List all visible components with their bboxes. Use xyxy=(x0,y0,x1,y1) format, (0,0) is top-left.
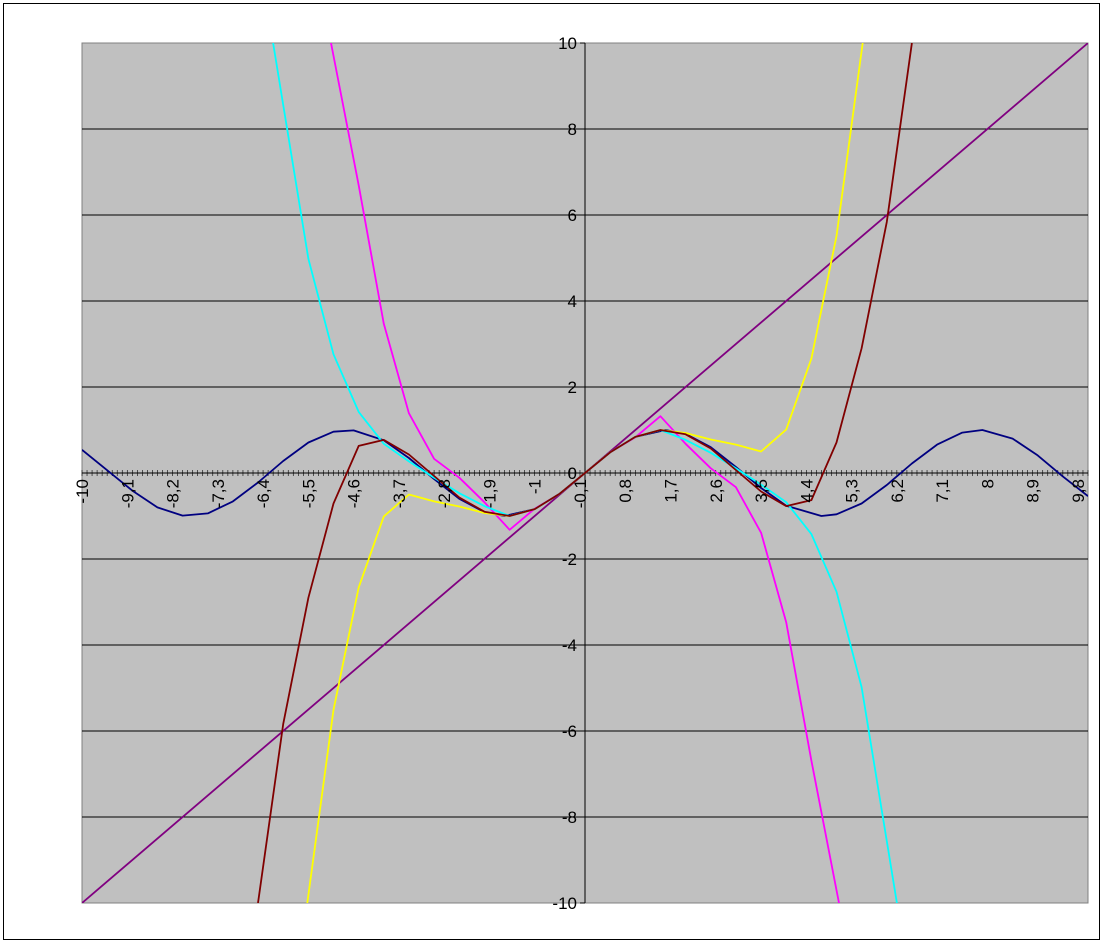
y-tick-label: -8 xyxy=(562,808,577,827)
x-tick-label: 8 xyxy=(978,479,997,488)
x-tick-label: 9,8 xyxy=(1069,479,1088,503)
x-tick-label: 8,9 xyxy=(1024,479,1043,503)
y-tick-label: 8 xyxy=(568,120,577,139)
tick-labels: 10 8 6 4 2 0 -2 -4 -6 -8 -10 -10 -9,1 -8,2 -7,3 -6,4 -5,… xyxy=(73,34,1088,913)
series-line xyxy=(257,43,913,903)
x-tick-label: -7,3 xyxy=(209,479,228,508)
x-tick-label: 5,3 xyxy=(843,479,862,503)
x-tick-label: 7,1 xyxy=(933,479,952,503)
y-tick-label: 4 xyxy=(568,292,577,311)
x-tick-label: 3,5 xyxy=(752,479,771,503)
y-tick-label: -2 xyxy=(562,550,577,569)
x-tick-label: 0,8 xyxy=(616,479,635,503)
y-tick-label: 10 xyxy=(558,34,577,53)
x-tick-label: -8,2 xyxy=(164,479,183,508)
x-tick-label: 4,4 xyxy=(797,479,816,503)
y-tick-label: 0 xyxy=(568,464,577,483)
x-tick-label: 1,7 xyxy=(662,479,681,503)
series-group xyxy=(82,43,1088,903)
x-tick-label: -9,1 xyxy=(118,479,137,508)
x-tick-label: -4,6 xyxy=(345,479,364,508)
y-tick-label: 6 xyxy=(568,206,577,225)
x-tick-label: -10 xyxy=(73,479,92,504)
x-tick-label: -2,8 xyxy=(435,479,454,508)
y-tick-label: -10 xyxy=(552,894,577,913)
y-tick-label: 2 xyxy=(568,378,577,397)
x-tick-label: -5,5 xyxy=(299,479,318,508)
x-tick-label: -0,1 xyxy=(571,479,590,508)
x-tick-label: -3,7 xyxy=(390,479,409,508)
x-tick-label: 6,2 xyxy=(888,479,907,503)
x-tick-label: -1,9 xyxy=(480,479,499,508)
y-tick-label: -4 xyxy=(562,636,577,655)
x-tick-label: 2,6 xyxy=(707,479,726,503)
y-tick-label: -6 xyxy=(562,722,577,741)
x-tick-label: -6,4 xyxy=(254,479,273,508)
x-tick-label: -1 xyxy=(526,479,545,494)
